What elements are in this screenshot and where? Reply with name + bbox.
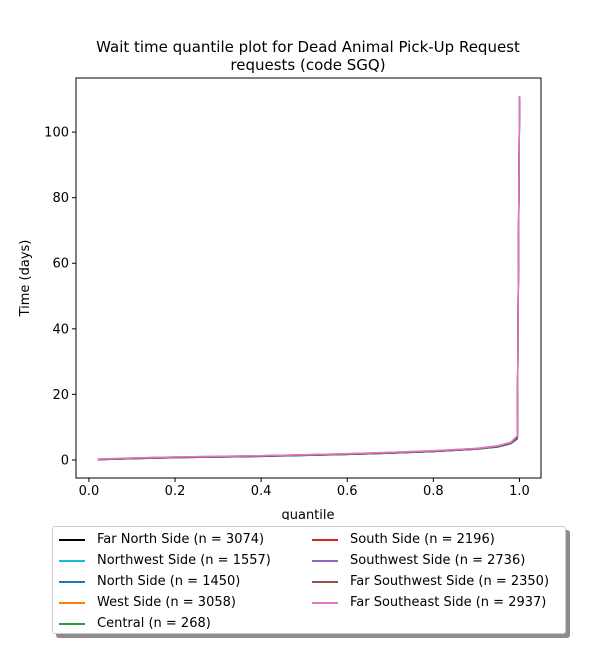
y-tick-label: 0 xyxy=(61,453,69,468)
x-tick-label: 0.0 xyxy=(79,484,100,499)
legend-swatch xyxy=(312,601,338,604)
y-tick-label: 40 xyxy=(52,322,69,337)
series-line-1 xyxy=(97,102,521,461)
series-layer xyxy=(97,96,521,461)
legend-column-left: Far North Side (n = 3074) Northwest Side… xyxy=(59,529,271,634)
legend-label: South Side (n = 2196) xyxy=(350,532,495,547)
legend-label: Southwest Side (n = 2736) xyxy=(350,553,526,568)
y-tick-label: 60 xyxy=(52,257,69,272)
legend-item: West Side (n = 3058) xyxy=(59,592,271,613)
legend-label: Far North Side (n = 3074) xyxy=(97,532,265,547)
y-tick-label: 100 xyxy=(44,126,69,141)
legend-item: Southwest Side (n = 2736) xyxy=(312,550,549,571)
legend-swatch xyxy=(312,580,338,583)
legend-item: Far Southwest Side (n = 2350) xyxy=(312,571,549,592)
y-tick-label: 80 xyxy=(52,191,69,206)
series-line-8 xyxy=(97,96,521,461)
legend-label: Far Southeast Side (n = 2937) xyxy=(350,595,547,610)
legend-swatch xyxy=(59,601,85,604)
legend-item: North Side (n = 1450) xyxy=(59,571,271,592)
x-axis: 0.0 0.2 0.4 0.6 0.8 1.0 xyxy=(79,478,530,499)
series-line-7 xyxy=(97,99,521,461)
legend-item: Far North Side (n = 3074) xyxy=(59,529,271,550)
legend-swatch xyxy=(59,559,85,562)
legend-swatch xyxy=(312,559,338,562)
plot-frame xyxy=(75,77,542,479)
legend-item: Far Southeast Side (n = 2937) xyxy=(312,592,549,613)
series-line-3 xyxy=(97,99,521,461)
legend-label: Northwest Side (n = 1557) xyxy=(97,553,271,568)
x-tick-label: 0.6 xyxy=(337,484,358,499)
series-line-4 xyxy=(97,109,521,461)
legend-item: South Side (n = 2196) xyxy=(312,529,549,550)
quantile-chart: Wait time quantile plot for Dead Animal … xyxy=(18,38,542,520)
legend-swatch xyxy=(59,580,85,583)
x-axis-label: quantile xyxy=(281,508,334,520)
legend-label: Far Southwest Side (n = 2350) xyxy=(350,574,550,589)
legend-label: West Side (n = 3058) xyxy=(97,595,236,610)
y-axis: 0 20 40 60 80 100 xyxy=(44,126,76,468)
x-tick-label: 1.0 xyxy=(509,484,530,499)
x-tick-label: 0.8 xyxy=(423,484,444,499)
legend-swatch xyxy=(312,538,338,541)
chart-title-line-1: Wait time quantile plot for Dead Animal … xyxy=(96,38,520,56)
series-line-6 xyxy=(97,96,521,461)
x-tick-label: 0.4 xyxy=(251,484,272,499)
y-axis-label: Time (days) xyxy=(18,240,33,318)
legend-swatch xyxy=(59,538,85,541)
legend-item: Central (n = 268) xyxy=(59,613,271,634)
legend-swatch xyxy=(59,622,85,625)
x-tick-label: 0.2 xyxy=(165,484,186,499)
series-line-5 xyxy=(97,96,521,461)
chart-title-line-2: requests (code SGQ) xyxy=(230,56,385,74)
y-tick-label: 20 xyxy=(52,388,69,403)
series-line-2 xyxy=(97,105,521,461)
legend-label: Central (n = 268) xyxy=(97,616,211,631)
legend-item: Northwest Side (n = 1557) xyxy=(59,550,271,571)
series-line-0 xyxy=(97,99,521,461)
legend: Far North Side (n = 3074) Northwest Side… xyxy=(52,526,566,634)
legend-label: North Side (n = 1450) xyxy=(97,574,241,589)
legend-column-right: South Side (n = 2196) Southwest Side (n … xyxy=(312,529,549,613)
